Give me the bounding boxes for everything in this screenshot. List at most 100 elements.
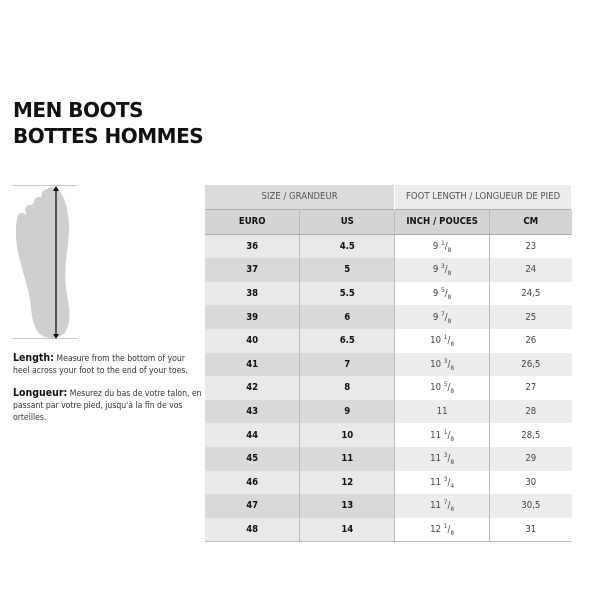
- inch-whole: 10: [430, 358, 442, 370]
- inch-denominator: 8: [450, 529, 455, 538]
- page-title: MEN BOOTS BOTTES HOMMES: [13, 97, 204, 149]
- euro-cell: 41: [205, 352, 301, 377]
- header-inch: INCH / POUCES: [394, 208, 491, 235]
- inch-whole: 11: [430, 453, 442, 465]
- table-row: 36 4.5 9 1/8 23: [205, 234, 572, 259]
- cm-cell: 29: [489, 446, 572, 471]
- cm-cell: 30,5: [489, 494, 572, 518]
- cm-cell: 31: [489, 517, 572, 543]
- inch-numerator: 7: [441, 309, 445, 318]
- inch-cell: 10 1/8: [394, 328, 491, 353]
- header-cm: CM: [489, 208, 572, 235]
- table-row: 42 8 10 5/8 27: [205, 376, 572, 400]
- us-cell: 6.5: [299, 328, 396, 353]
- inch-whole: 11: [430, 500, 442, 512]
- title-french: BOTTES HOMMES: [13, 124, 204, 148]
- inch-whole: 10: [430, 382, 442, 394]
- table-row: 40 6.5 10 1/8 26: [205, 328, 572, 353]
- us-cell: 7: [299, 352, 396, 377]
- us-cell: 13: [299, 494, 396, 518]
- inch-whole: 9: [432, 311, 439, 323]
- inch-cell: 10 3/8: [394, 352, 491, 377]
- inch-denominator: 8: [447, 269, 452, 278]
- inch-denominator: 8: [447, 245, 452, 254]
- inch-numerator: 3: [441, 262, 445, 271]
- table-row: 37 5 9 3/8 24: [205, 258, 572, 282]
- length-text: Measure from the bottom of your heel acr…: [13, 354, 188, 376]
- cm-cell: 28,5: [489, 423, 572, 447]
- size-chart-table: SIZE / GRANDEUR FOOT LENGTH / LONGUEUR D…: [205, 185, 572, 543]
- us-cell: 14: [299, 517, 396, 543]
- euro-cell: 48: [205, 517, 301, 543]
- inch-whole: 9: [432, 241, 439, 253]
- inch-whole: 9: [432, 288, 439, 300]
- us-cell: 5: [299, 258, 396, 282]
- group-header-foot-length: FOOT LENGTH / LONGUEUR DE PIED: [394, 185, 572, 210]
- us-cell: 5.5: [299, 281, 396, 306]
- cm-cell: 30: [489, 470, 572, 495]
- longueur-text: Mesurez du bas de votre talon, en passan…: [13, 389, 202, 423]
- title-english: MEN BOOTS: [13, 98, 144, 122]
- cm-cell: 24,5: [489, 281, 572, 306]
- us-cell: 12: [299, 470, 396, 495]
- table-row: 38 5.5 9 5/8 24,5: [205, 281, 572, 306]
- euro-cell: 45: [205, 446, 301, 471]
- table-row: 48 14 12 1/8 31: [205, 517, 572, 543]
- inch-whole: 11: [430, 429, 442, 441]
- euro-cell: 47: [205, 494, 301, 518]
- inch-cell: 11 1/8: [394, 423, 491, 447]
- inch-numerator: 1: [443, 521, 448, 530]
- us-cell: 11: [299, 446, 396, 471]
- inch-numerator: 7: [443, 498, 448, 507]
- inch-cell: 11 7/8: [394, 494, 491, 518]
- longueur-label: Longueur:: [13, 387, 68, 399]
- table-row: 44 10 11 1/8 28,5: [205, 423, 572, 447]
- table-row: 45 11 11 3/8 29: [205, 446, 572, 471]
- inch-whole: 10: [430, 335, 442, 347]
- inch-numerator: 3: [443, 474, 448, 483]
- inch-numerator: 1: [443, 333, 448, 342]
- inch-cell: 11 3/4: [394, 470, 491, 495]
- header-euro: EURO: [205, 208, 301, 235]
- cm-cell: 25: [489, 305, 572, 329]
- length-description: Length: Measure from the bottom of your …: [13, 352, 203, 377]
- inch-cell: 9 7/8: [394, 305, 491, 329]
- inch-cell: 9 3/8: [394, 258, 491, 282]
- inch-denominator: 8: [450, 387, 455, 396]
- us-cell: 10: [299, 423, 396, 447]
- inch-denominator: 8: [447, 293, 452, 302]
- header-us: US: [299, 208, 396, 235]
- table-row: 41 7 10 3/8 26,5: [205, 352, 572, 377]
- cm-cell: 26,5: [489, 352, 572, 377]
- inch-whole: 11: [430, 476, 442, 488]
- us-cell: 4.5: [299, 234, 396, 259]
- euro-cell: 37: [205, 258, 301, 282]
- inch-denominator: 4: [450, 481, 455, 490]
- inch-whole: 12: [430, 524, 442, 536]
- euro-cell: 36: [205, 234, 301, 259]
- inch-cell: 9 5/8: [394, 281, 491, 306]
- inch-denominator: 8: [450, 340, 455, 349]
- us-cell: 6: [299, 305, 396, 329]
- inch-numerator: 3: [443, 356, 448, 365]
- euro-cell: 39: [205, 305, 301, 329]
- inch-cell: 9 1/8: [394, 234, 491, 259]
- inch-numerator: 5: [441, 286, 445, 295]
- inch-denominator: 8: [450, 505, 455, 514]
- euro-cell: 43: [205, 399, 301, 424]
- inch-numerator: 1: [441, 238, 445, 247]
- inch-cell: 11: [394, 399, 491, 424]
- length-label: Length:: [13, 352, 54, 364]
- longueur-description: Longueur: Mesurez du bas de votre talon,…: [13, 387, 203, 424]
- inch-denominator: 8: [447, 316, 452, 325]
- inch-whole: 9: [432, 264, 439, 276]
- inch-numerator: 5: [443, 380, 448, 389]
- euro-cell: 42: [205, 376, 301, 400]
- cm-cell: 24: [489, 258, 572, 282]
- us-cell: 9: [299, 399, 396, 424]
- table-row: 47 13 11 7/8 30,5: [205, 494, 572, 518]
- inch-denominator: 8: [450, 458, 455, 467]
- euro-cell: 40: [205, 328, 301, 353]
- cm-cell: 27: [489, 376, 572, 400]
- inch-cell: 10 5/8: [394, 376, 491, 400]
